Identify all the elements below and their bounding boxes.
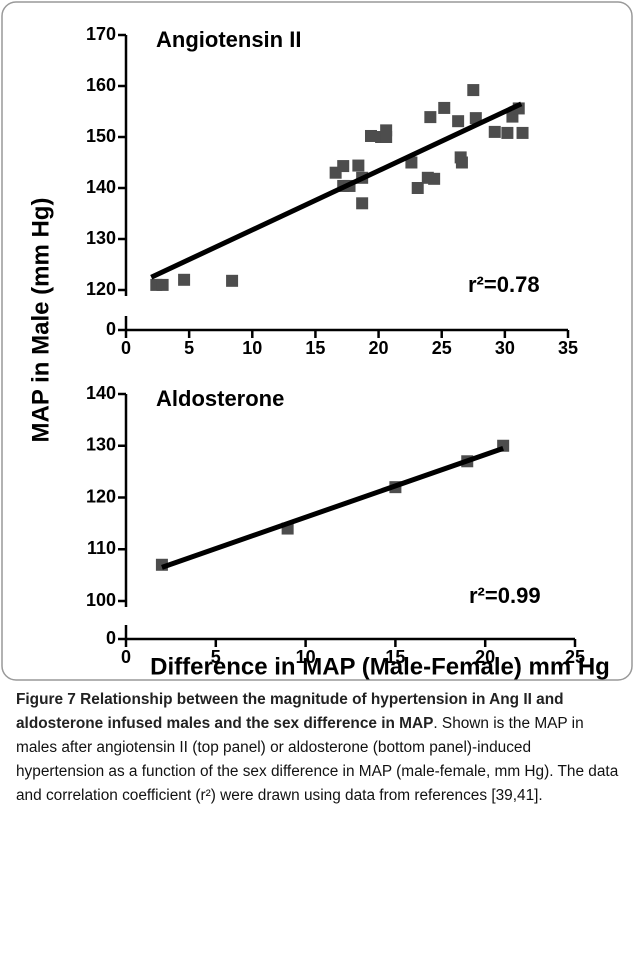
point: [438, 101, 451, 114]
caption: Figure 7 Relationship between the magnit…: [16, 688, 622, 808]
point: [411, 182, 424, 194]
x-tick-label: 20: [369, 338, 389, 358]
x-tick-label: 0: [121, 338, 131, 358]
point: [455, 156, 468, 169]
point: [337, 160, 350, 173]
panel-title: Angiotensin II: [156, 27, 301, 52]
y-tick-label: 0: [106, 319, 116, 339]
frame: [1, 1, 633, 681]
point: [226, 274, 239, 287]
panel-title: Aldosterone: [156, 386, 284, 411]
x-axis-title: Difference in MAP (Male-Female) mm Hg: [150, 653, 610, 680]
point: [488, 125, 501, 138]
x-tick-label: 20: [475, 647, 495, 667]
point: [380, 124, 393, 137]
point: [424, 111, 437, 124]
x-tick-label: 0: [121, 647, 131, 667]
point: [356, 197, 369, 210]
r-squared: r²=0.99: [469, 583, 541, 608]
y-axis-title: MAP in Male (mm Hg): [27, 198, 54, 443]
y-tick-label: 140: [86, 383, 116, 403]
point: [352, 159, 365, 172]
point: [501, 126, 514, 139]
y-tick-label: 160: [86, 75, 116, 95]
y-tick-label: 120: [86, 279, 116, 299]
x-tick-label: 5: [211, 647, 221, 667]
x-tick-label: 25: [432, 338, 452, 358]
y-tick-label: 130: [86, 228, 116, 248]
y-tick-label: 100: [86, 590, 116, 610]
point: [467, 84, 480, 97]
x-tick-label: 25: [565, 647, 585, 667]
x-tick-label: 15: [385, 647, 405, 667]
x-tick-label: 35: [558, 338, 578, 358]
figure: MAP in Male (mm Hg) Difference in MAP (M…: [1, 1, 633, 681]
x-tick-label: 5: [184, 338, 194, 358]
caption-text: . Shown is the MAP in males after angiot…: [16, 715, 619, 804]
fit-line: [150, 101, 523, 280]
point: [452, 115, 465, 128]
y-tick-label: 0: [106, 628, 116, 648]
r-squared: r²=0.78: [468, 272, 540, 297]
fit-line: [161, 445, 504, 570]
caption-title: Figure 7 Relationship between the magnit…: [16, 691, 564, 732]
x-tick-label: 30: [495, 338, 515, 358]
y-tick-label: 150: [86, 126, 116, 146]
x-tick-label: 15: [305, 338, 325, 358]
y-tick-label: 120: [86, 486, 116, 506]
x-tick-label: 10: [242, 338, 262, 358]
point: [364, 129, 377, 142]
point: [380, 131, 393, 143]
x-tick-label: 10: [296, 647, 316, 667]
y-tick-label: 170: [86, 24, 116, 44]
point: [428, 172, 441, 185]
y-tick-label: 130: [86, 435, 116, 455]
point: [156, 278, 169, 291]
point: [178, 273, 191, 286]
y-tick-label: 140: [86, 177, 116, 197]
point: [516, 126, 529, 139]
y-tick-label: 110: [87, 538, 116, 558]
